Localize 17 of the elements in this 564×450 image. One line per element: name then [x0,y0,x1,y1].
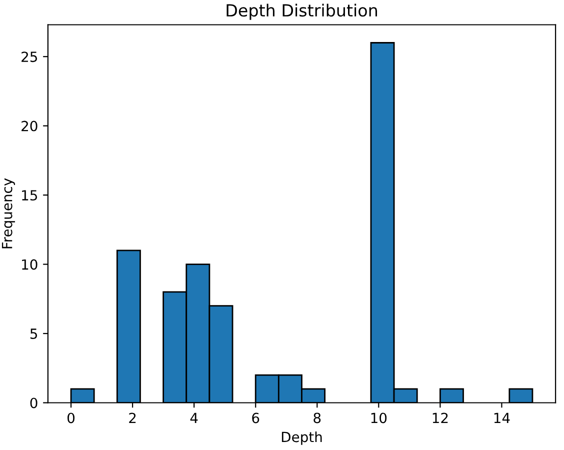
chart-title: Depth Distribution [226,4,377,20]
y-tick-label: 0 [30,398,38,408]
y-tick-label: 25 [22,52,38,62]
x-tick-label: 0 [68,412,75,424]
x-tick-label: 14 [494,412,510,424]
x-tick-label: 12 [432,412,448,424]
y-tick-label: 10 [22,259,38,270]
x-tick-label: 8 [314,412,321,424]
y-tick-label: 5 [30,328,38,339]
x-tick-label: 4 [190,412,198,424]
x-tick-label: 10 [371,412,387,424]
y-axis-title: Frequency [2,178,15,248]
x-axis-title: Depth [282,431,322,445]
y-tick-label: 15 [22,190,38,201]
y-tick-label: 20 [22,120,38,132]
x-tick-label: 2 [129,412,136,424]
x-tick-label: 6 [252,412,260,424]
